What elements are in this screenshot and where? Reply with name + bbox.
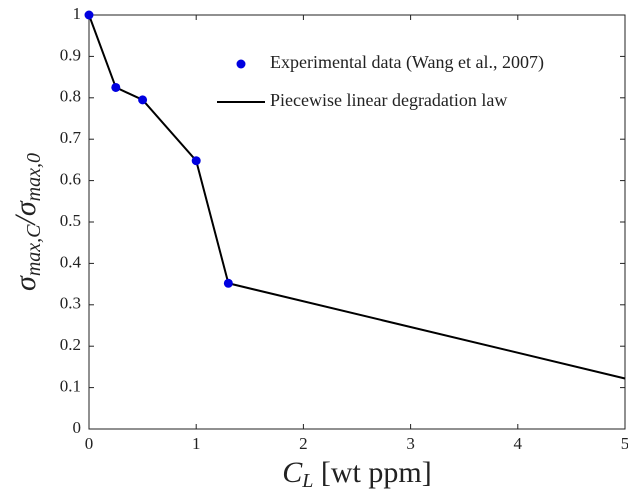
y-tick-label: 0.8 (60, 87, 81, 106)
legend-label: Experimental data (Wang et al., 2007) (270, 52, 544, 73)
data-point (138, 95, 148, 105)
legend-label: Piecewise linear degradation law (270, 90, 507, 110)
y-tick-label: 0.9 (60, 45, 81, 64)
y-tick-label: 0.5 (60, 211, 81, 230)
x-tick-label: 5 (621, 434, 628, 453)
x-tick-label: 1 (192, 434, 201, 453)
y-tick-label: 0.1 (60, 377, 81, 396)
y-axis-label: σmax,C/σmax,0 (9, 153, 45, 291)
y-tick-label: 0.4 (60, 252, 82, 271)
data-point (191, 156, 201, 166)
x-tick-label: 4 (514, 434, 523, 453)
data-point (223, 278, 233, 288)
data-point (111, 82, 121, 92)
legend-marker (236, 59, 246, 69)
x-axis-label: CL [wt ppm] (282, 456, 431, 491)
x-tick-label: 2 (299, 434, 308, 453)
data-line (88, 14, 626, 380)
x-tick-label: 0 (85, 434, 94, 453)
y-tick-label: 0.6 (60, 170, 81, 189)
y-tick-label: 0.2 (60, 335, 81, 354)
y-tick-label: 0 (73, 418, 82, 437)
y-tick-label: 1 (73, 4, 82, 23)
y-tick-label: 0.7 (60, 128, 82, 147)
plot-frame (88, 14, 626, 430)
data-point (84, 10, 94, 20)
x-tick-label: 3 (406, 434, 415, 453)
y-tick-label: 0.3 (60, 294, 81, 313)
